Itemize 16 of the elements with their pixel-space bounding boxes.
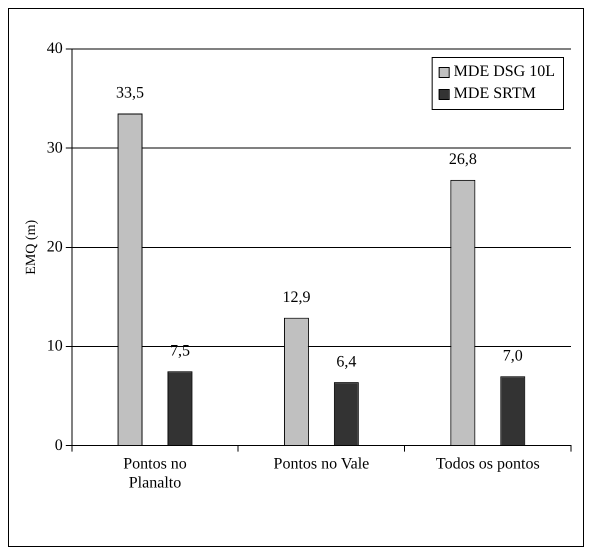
data-label: 6,4 bbox=[336, 353, 356, 370]
x-tick-label: Pontos no Vale bbox=[274, 455, 370, 472]
y-tick-label: 30 bbox=[46, 139, 63, 156]
data-label: 33,5 bbox=[116, 84, 144, 102]
y-tick-label: 0 bbox=[54, 436, 63, 454]
y-tick-label: 20 bbox=[46, 238, 63, 256]
x-tick-label: Todos os pontos bbox=[436, 455, 540, 472]
x-tick-label: Pontos no Planalto bbox=[123, 455, 187, 492]
data-label: 26,8 bbox=[448, 151, 477, 168]
legend-label: MDE SRTM bbox=[454, 85, 536, 102]
y-axis-title: EMQ (m) bbox=[24, 220, 40, 275]
data-label: 7,0 bbox=[502, 347, 523, 364]
data-label: 12,9 bbox=[282, 288, 310, 306]
y-tick-label: 10 bbox=[46, 338, 63, 355]
legend-label: MDE DSG 10L bbox=[454, 63, 556, 80]
y-tick-label: 40 bbox=[46, 40, 63, 58]
